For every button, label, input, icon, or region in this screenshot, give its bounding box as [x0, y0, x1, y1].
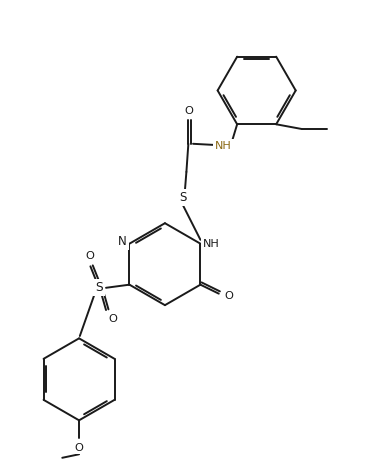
Text: O: O [85, 251, 94, 261]
Text: O: O [109, 314, 118, 324]
Text: NH: NH [203, 239, 220, 249]
Text: O: O [184, 106, 193, 116]
Text: O: O [224, 291, 233, 301]
Text: NH: NH [215, 141, 232, 151]
Text: S: S [95, 281, 103, 294]
Text: S: S [180, 191, 187, 204]
Text: O: O [74, 443, 84, 453]
Text: N: N [118, 235, 127, 248]
